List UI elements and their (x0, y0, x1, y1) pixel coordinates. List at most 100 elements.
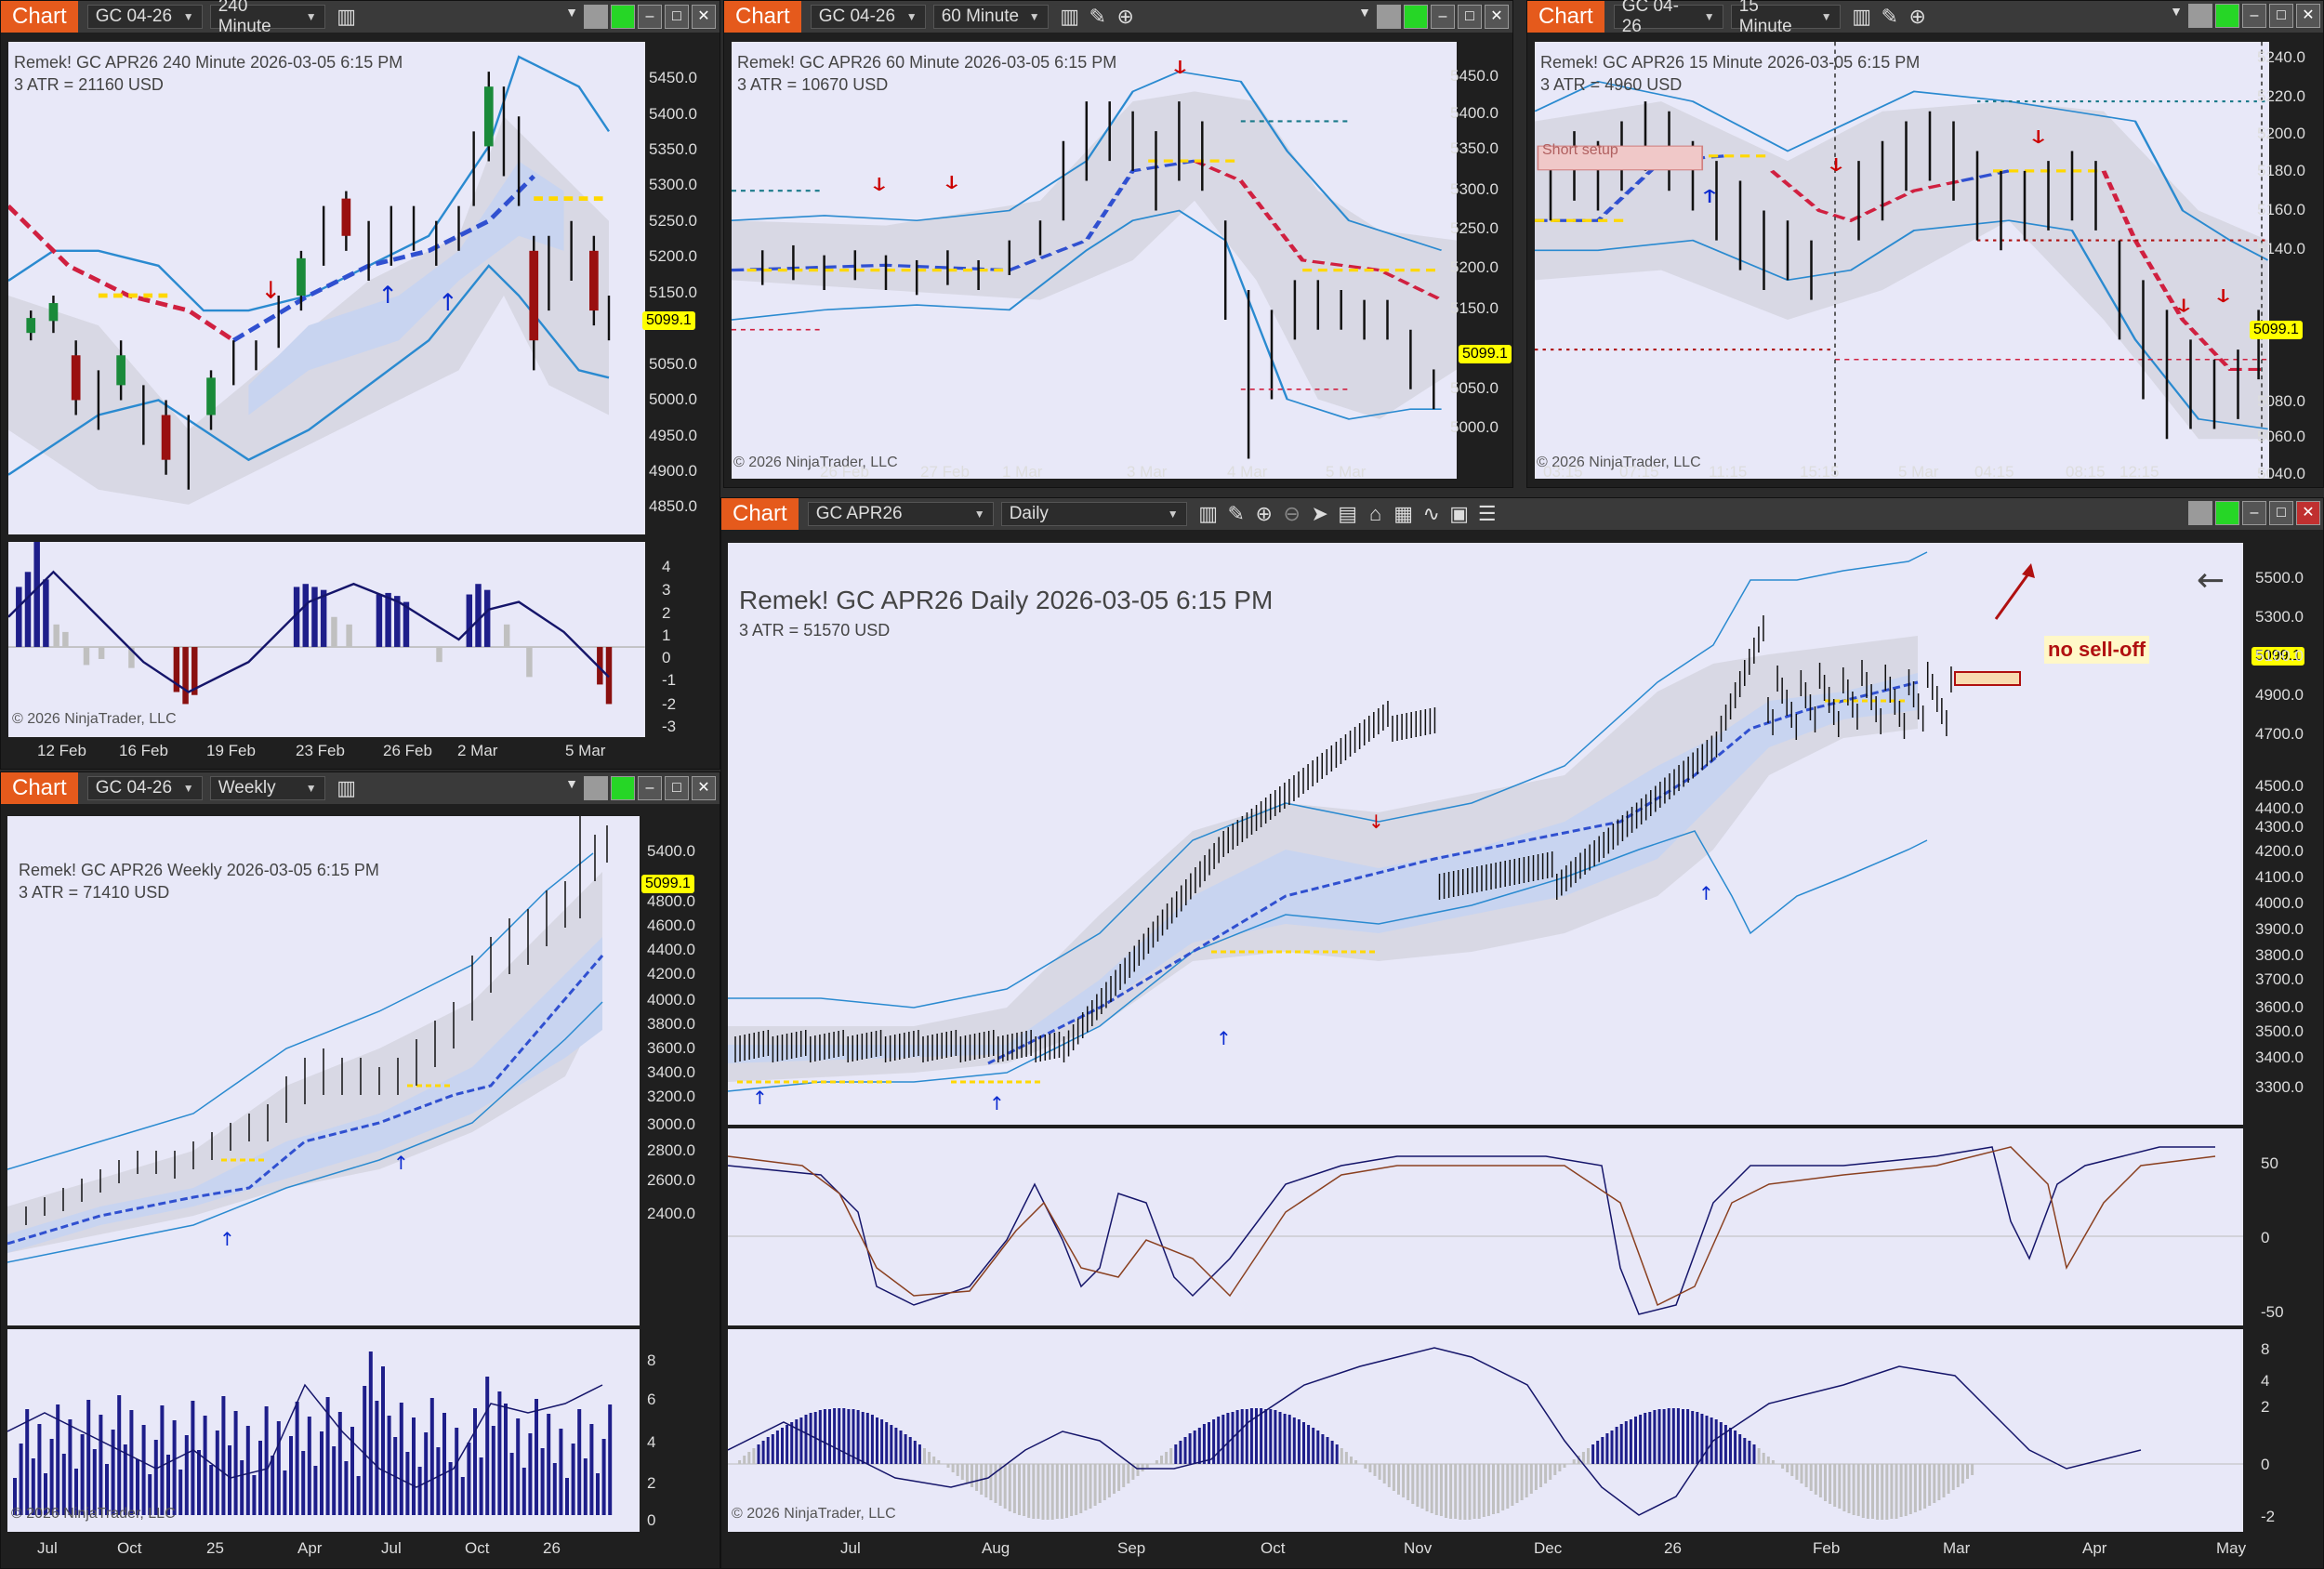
maximize-button[interactable]: □ (665, 776, 689, 800)
oscillator-bar (166, 1455, 170, 1515)
oscillator-bar (1420, 1464, 1424, 1509)
daily-oscillator2-panel[interactable]: © 2026 NinjaTrader, LLC (728, 1329, 2243, 1532)
properties-icon[interactable]: ▣ (1449, 502, 1470, 525)
price-panel[interactable]: ↓ ↓ ↓ Remek! GC APR26 60 Minute 2026-03-… (732, 42, 1457, 479)
green-link-button[interactable] (2215, 4, 2239, 28)
list-icon[interactable]: ☰ (1477, 502, 1497, 525)
minimize-button[interactable]: – (638, 776, 662, 800)
oscillator-bar (1520, 1464, 1524, 1500)
oscillator-bar (1406, 1464, 1410, 1500)
grey-toggle-button[interactable] (2188, 4, 2212, 28)
zoom-icon[interactable]: ⊕ (1908, 5, 1926, 28)
minimize-button[interactable]: – (1431, 5, 1455, 29)
chart-tab[interactable]: Chart (1, 1, 78, 33)
bar-style-icon[interactable]: ▥ (337, 5, 357, 28)
close-button[interactable]: ✕ (1485, 5, 1509, 29)
chart-tab[interactable]: Chart (724, 1, 801, 33)
interval-selector[interactable]: 15 Minute ▼ (1730, 0, 1841, 36)
chart-info-line1: Remek! GC APR26 Daily 2026-03-05 6:15 PM (739, 586, 1274, 614)
maximize-button[interactable]: □ (1458, 5, 1482, 29)
price-plot: ↓ ↓ ↓ (732, 58, 1457, 459)
back-arrow-icon[interactable]: ← (2197, 561, 2225, 600)
green-link-button[interactable] (1404, 5, 1428, 29)
dropdown-icon[interactable]: ▼ (565, 776, 578, 791)
weekly-price-panel[interactable]: ↑ ↑ Remek! GC APR26 Weekly 2026-03-05 6:… (7, 816, 640, 1325)
oscillator-bar (932, 1457, 936, 1464)
indicators-icon[interactable]: ⌂ (1369, 502, 1382, 525)
bar-style-icon[interactable]: ▥ (1198, 502, 1219, 525)
instrument-selector[interactable]: GC 04-26 ▼ (1613, 0, 1723, 36)
svg-text:↓: ↓ (1368, 811, 1384, 833)
bar-style-icon[interactable]: ▥ (1852, 5, 1872, 28)
daily-oscillator1-panel[interactable] (728, 1128, 2243, 1325)
green-link-button[interactable] (2215, 501, 2239, 525)
oscillator-bar (1411, 1464, 1415, 1504)
svg-text:↑: ↑ (393, 1152, 409, 1174)
up-arrow-icon: ↑ (438, 289, 458, 317)
maximize-button[interactable]: □ (665, 5, 689, 29)
close-button[interactable]: ✕ (2296, 501, 2320, 525)
instrument-selector[interactable]: GC 04-26 ▼ (86, 5, 203, 29)
instrument-selector[interactable]: GC APR26 ▼ (807, 502, 994, 526)
close-button[interactable]: ✕ (2296, 4, 2320, 28)
chart-tab[interactable]: Chart (721, 498, 799, 530)
bar-style-icon[interactable]: ▥ (337, 776, 357, 799)
grey-toggle-button[interactable] (584, 776, 608, 800)
price-panel[interactable]: ↓ ↑ ↑ Remek! GC APR26 240 Minute 2026-03… (8, 42, 645, 534)
oscillator-panel[interactable]: © 2026 NinjaTrader, LLC (8, 542, 645, 737)
price-axis-label: 4400.0 (2255, 799, 2304, 817)
oscillator-bar (1032, 1464, 1036, 1519)
interval-selector[interactable]: Weekly ▼ (209, 776, 325, 800)
oscillator-bar (1615, 1427, 1618, 1464)
maximize-button[interactable]: □ (2269, 501, 2293, 525)
grey-toggle-button[interactable] (1377, 5, 1401, 29)
oscillator-bar (1591, 1444, 1595, 1464)
price-axis-label: 0 (2261, 1229, 2270, 1246)
time-axis-label: 1 Mar (1002, 463, 1043, 481)
chart-trader-icon[interactable]: ∿ (1422, 502, 1440, 525)
data-box-icon[interactable]: ▤ (1338, 502, 1358, 525)
daily-price-panel[interactable]: ↑ ↑ ↑ ↑ ↓ Remek! GC APR26 Daily 2026-03-… (728, 543, 2243, 1125)
zoom-icon[interactable]: ⊕ (1116, 5, 1134, 28)
oscillator-bar (1629, 1419, 1632, 1464)
bar-style-icon[interactable]: ▥ (1060, 5, 1080, 28)
green-link-button[interactable] (611, 5, 635, 29)
maximize-button[interactable]: □ (2269, 4, 2293, 28)
chart-tab[interactable]: Chart (1527, 1, 1604, 33)
svg-text:↑: ↑ (1697, 187, 1722, 208)
close-button[interactable]: ✕ (692, 776, 716, 800)
dropdown-icon[interactable]: ▼ (565, 5, 578, 20)
minimize-button[interactable]: – (638, 5, 662, 29)
minimize-button[interactable]: – (2242, 501, 2266, 525)
price-panel[interactable]: ↓ ↓ ↓ ↓ ↑ Remek! GC APR26 15 Minute 2026… (1535, 42, 2269, 479)
instrument-selector[interactable]: GC 04-26 ▼ (86, 776, 203, 800)
oscillator-bar (904, 1434, 907, 1464)
zoom-out-icon[interactable]: ⊖ (1283, 502, 1301, 525)
close-button[interactable]: ✕ (692, 5, 716, 29)
interval-selector[interactable]: 240 Minute ▼ (209, 0, 325, 36)
pointer-icon[interactable]: ➤ (1311, 502, 1328, 525)
instrument-selector[interactable]: GC 04-26 ▼ (810, 5, 926, 29)
green-link-button[interactable] (611, 776, 635, 800)
weekly-oscillator-panel[interactable]: © 2026 NinjaTrader, LLC (7, 1329, 640, 1532)
interval-selector[interactable]: Daily ▼ (1000, 502, 1187, 526)
oscillator-bar (25, 1409, 30, 1515)
oscillator-bar (252, 1475, 257, 1515)
price-axis-label: -2 (2261, 1508, 2276, 1525)
pencil-icon[interactable]: ✎ (1227, 502, 1245, 525)
grey-toggle-button[interactable] (584, 5, 608, 29)
price-axis-label: 3800.0 (2255, 946, 2304, 964)
grey-toggle-button[interactable] (2188, 501, 2212, 525)
strategies-icon[interactable]: ▦ (1393, 502, 1414, 525)
price-axis-label: 3 (662, 581, 671, 599)
chart-tab[interactable]: Chart (1, 772, 78, 804)
interval-selector[interactable]: 60 Minute ▼ (932, 5, 1049, 29)
oscillator-bar (1046, 1464, 1050, 1520)
dropdown-icon[interactable]: ▼ (2170, 4, 2183, 19)
oscillator-bar (1966, 1464, 1969, 1479)
minimize-button[interactable]: – (2242, 4, 2266, 28)
dropdown-icon[interactable]: ▼ (1358, 5, 1371, 20)
pencil-icon[interactable]: ✎ (1089, 5, 1106, 28)
zoom-in-icon[interactable]: ⊕ (1255, 502, 1273, 525)
pencil-icon[interactable]: ✎ (1881, 5, 1898, 28)
